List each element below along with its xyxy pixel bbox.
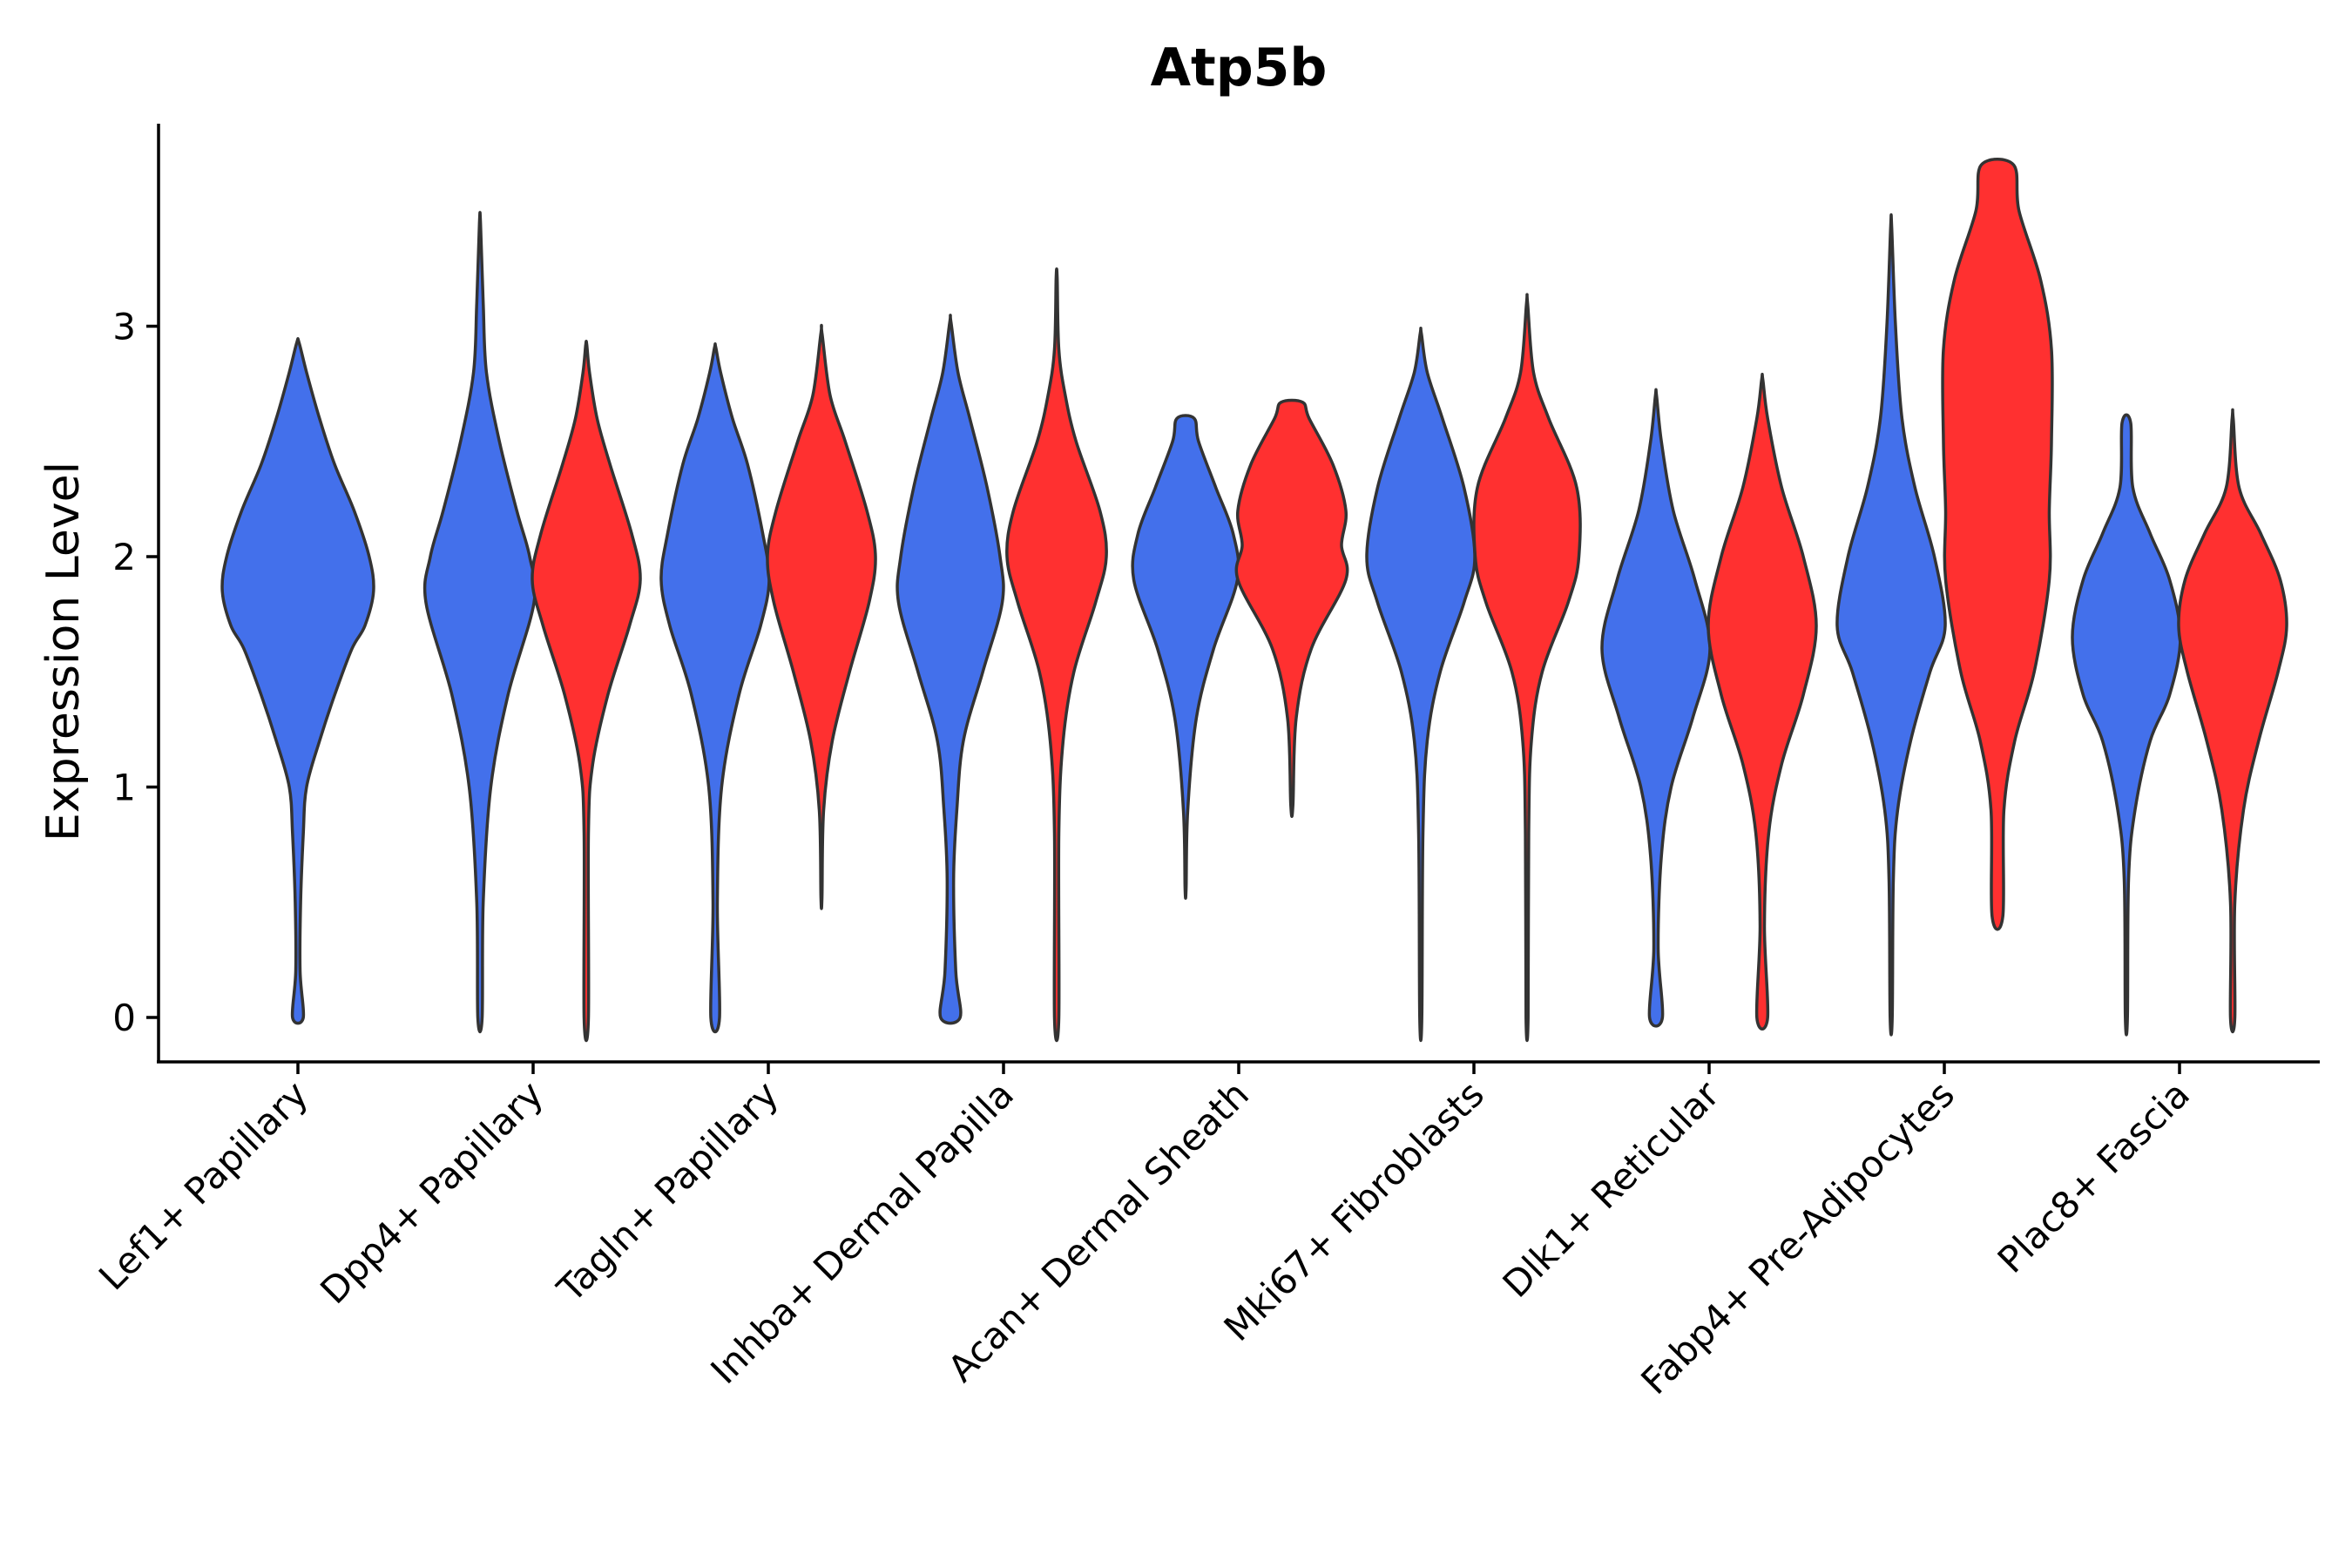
y-ticks: 0 1 2 3 [112,306,159,1039]
violin-red-2 [766,323,877,910]
violin-blue-4 [1131,414,1240,900]
violin-red-5 [1472,293,1582,1042]
violin-blue-6 [1600,388,1712,1028]
y-tick-label: 3 [112,306,136,348]
violins-layer [220,157,2288,1042]
x-tick-label: Dlk1+ Reticular [1495,1072,1728,1306]
y-axis-label: Expression Level [37,462,90,841]
violin-red-6 [1707,372,1818,1031]
y-tick-label: 0 [112,997,136,1039]
violin-blue-7 [1835,213,1947,1037]
y-tick-label: 2 [112,536,136,578]
violin-red-8 [2177,408,2288,1034]
violin-blue-5 [1365,327,1477,1042]
violin-blue-3 [896,314,1005,1025]
x-tick-label: Lef1+ Papillary [91,1072,316,1298]
violin-red-3 [1005,267,1108,1042]
x-tick-label: Plac8+ Fascia [1990,1072,2198,1281]
violin-red-1 [531,339,642,1042]
x-tick-label: Mki67+ Fibroblasts [1216,1072,1492,1348]
violin-blue-0 [220,336,375,1025]
violin-blue-1 [422,211,537,1034]
violin-blue-8 [2071,413,2182,1037]
chart-title: Atp5b [1151,37,1328,98]
violin-red-7 [1941,157,2054,931]
x-tick-label: Dpp4+ Papillary [312,1072,551,1312]
violin-red-4 [1234,398,1349,818]
x-tick-label: Tagln+ Papillary [549,1072,787,1310]
y-tick-label: 1 [112,767,136,809]
violin-blue-2 [659,341,771,1034]
